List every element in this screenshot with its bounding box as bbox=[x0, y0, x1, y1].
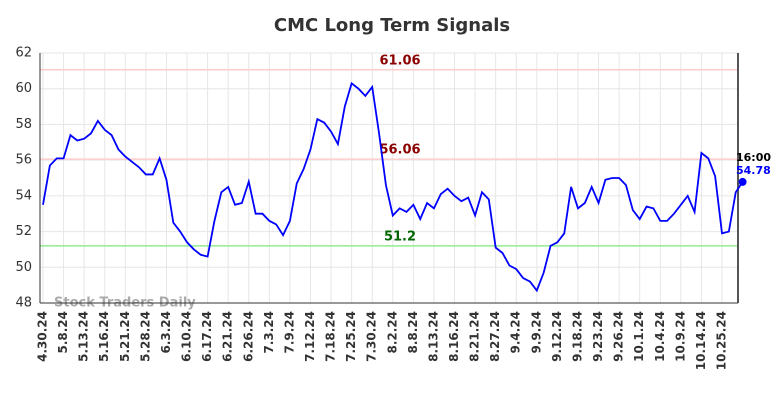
last-point bbox=[738, 177, 747, 186]
last-value-label: 54.78 bbox=[736, 164, 771, 177]
y-tick-label: 54 bbox=[15, 188, 32, 203]
x-tick-label: 9.23.24 bbox=[591, 311, 605, 362]
y-tick-label: 56 bbox=[15, 153, 32, 168]
x-tick-label: 7.3.24 bbox=[262, 311, 276, 354]
x-tick-label: 6.21.24 bbox=[221, 311, 235, 362]
x-tick-label: 10.1.24 bbox=[632, 311, 646, 362]
y-tick-label: 48 bbox=[15, 296, 32, 311]
y-tick-label: 52 bbox=[15, 224, 32, 239]
x-tick-label: 7.9.24 bbox=[282, 311, 296, 354]
x-tick-label: 5.16.24 bbox=[97, 311, 111, 362]
x-tick-label: 6.3.24 bbox=[159, 311, 173, 354]
x-tick-label: 8.2.24 bbox=[385, 311, 399, 354]
x-tick-label: 9.26.24 bbox=[612, 311, 626, 362]
x-tick-label: 7.25.24 bbox=[344, 311, 358, 362]
x-tick-label: 9.4.24 bbox=[509, 311, 523, 354]
x-tick-label: 6.10.24 bbox=[180, 311, 194, 362]
chart-title: CMC Long Term Signals bbox=[274, 15, 510, 36]
x-tick-label: 5.13.24 bbox=[77, 311, 91, 362]
price-line bbox=[42, 81, 744, 293]
last-time-label: 16:00 bbox=[736, 151, 771, 164]
x-tick-label: 7.12.24 bbox=[303, 311, 317, 362]
x-tick-label: 8.13.24 bbox=[426, 311, 440, 362]
y-tick-label: 50 bbox=[15, 260, 32, 275]
x-tick-label: 10.14.24 bbox=[694, 311, 708, 370]
x-tick-label: 6.17.24 bbox=[200, 311, 214, 362]
x-tick-label: 8.21.24 bbox=[468, 311, 482, 362]
x-tick-label: 7.18.24 bbox=[324, 311, 338, 362]
x-tick-label: 10.9.24 bbox=[673, 311, 687, 362]
y-tick-label: 58 bbox=[15, 117, 32, 132]
x-tick-label: 5.21.24 bbox=[118, 311, 132, 362]
x-tick-label: 8.16.24 bbox=[447, 311, 461, 362]
x-tick-label: 7.30.24 bbox=[365, 311, 379, 362]
x-tick-label: 8.27.24 bbox=[488, 311, 502, 362]
signal-label: 51.2 bbox=[384, 229, 416, 244]
signal-label: 56.06 bbox=[379, 143, 420, 158]
x-tick-label: 10.4.24 bbox=[653, 311, 667, 362]
y-tick-label: 62 bbox=[15, 46, 32, 61]
y-tick-label: 60 bbox=[15, 81, 32, 96]
x-tick-label: 5.28.24 bbox=[138, 311, 152, 362]
signal-label: 61.06 bbox=[379, 53, 420, 68]
x-tick-label: 9.18.24 bbox=[570, 311, 584, 362]
x-tick-label: 9.12.24 bbox=[550, 311, 564, 362]
x-tick-label: 9.9.24 bbox=[529, 311, 543, 354]
x-tick-label: 5.8.24 bbox=[56, 311, 70, 354]
x-tick-label: 4.30.24 bbox=[36, 311, 50, 362]
x-tick-label: 8.8.24 bbox=[406, 311, 420, 354]
x-tick-label: 10.25.24 bbox=[715, 311, 729, 370]
x-tick-label: 6.26.24 bbox=[241, 311, 255, 362]
